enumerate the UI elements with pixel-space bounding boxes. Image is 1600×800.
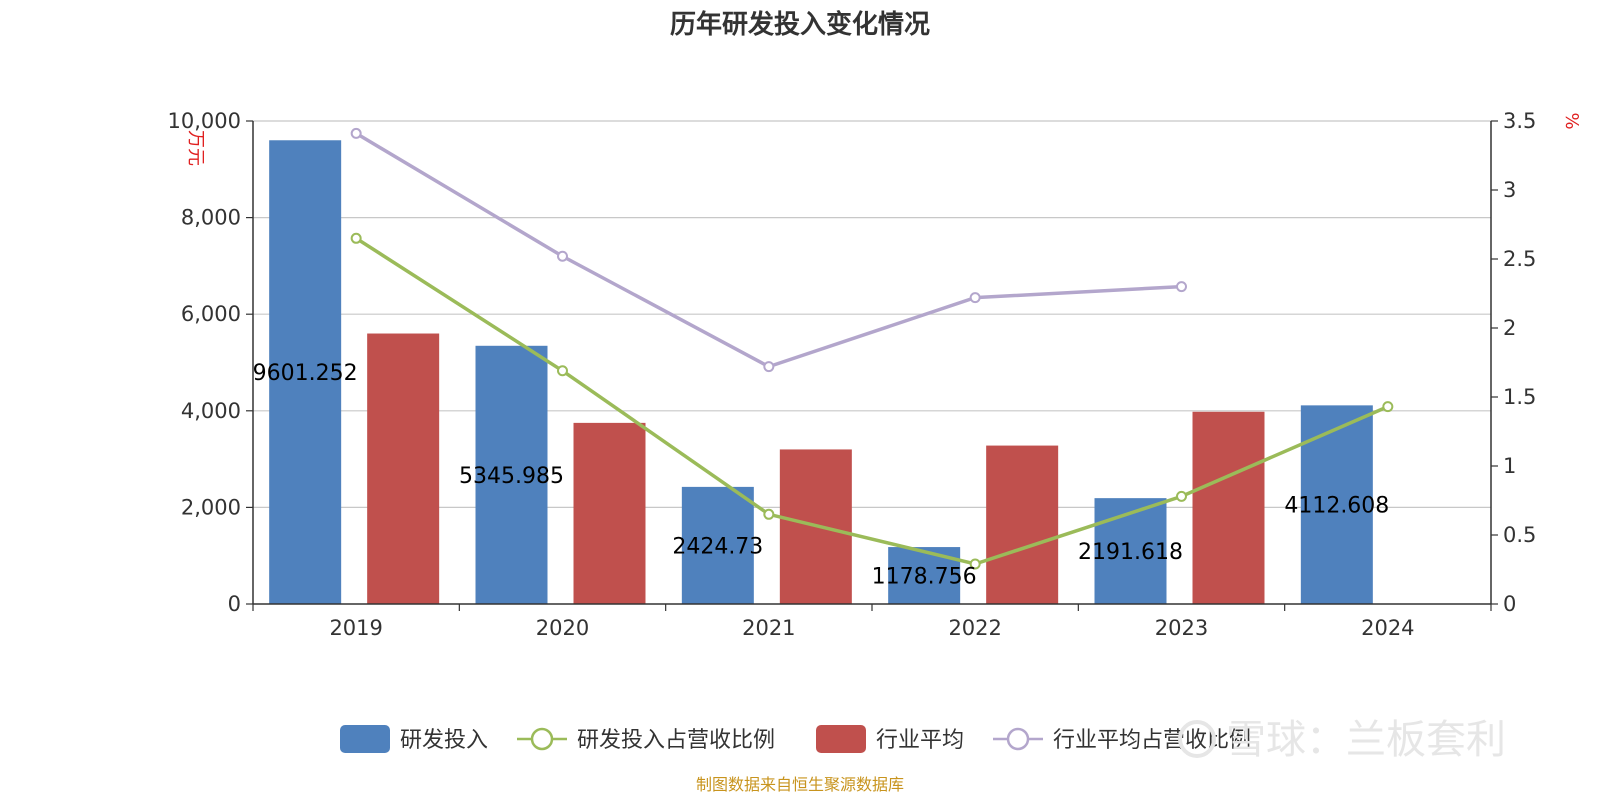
watermark-logo-icon [1178,720,1216,758]
y-left-tick-label: 0 [228,592,241,616]
bar-industry-average [367,333,440,604]
point-industry-ratio [1176,281,1187,293]
line-rd-ratio [355,236,1389,566]
y-right-tick-label: 1 [1503,454,1516,478]
point-rd-ratio [1176,490,1187,502]
legend: 研发投入 研发投入占营收比例 行业平均 行业平均占营收比例 [340,725,1251,753]
legend-label: 行业平均 [876,728,964,753]
line-industry-ratio [355,131,1182,369]
x-tick-label: 2019 [329,616,382,640]
y-left-tick-label: 4,000 [181,399,241,423]
legend-swatch [816,725,866,753]
y-right-tick-label: 3.5 [1503,109,1536,133]
point-industry-ratio [350,127,362,139]
bar-data-label: 2424.73 [672,534,763,559]
point-rd-ratio [763,508,775,520]
bar-rd-investment [269,140,342,604]
point-rd-ratio [1382,401,1394,413]
y-left-tick-label: 2,000 [181,495,241,519]
point-industry-ratio [763,361,775,373]
bar-data-label: 4112.608 [1284,494,1389,519]
y-left-tick-label: 8,000 [181,206,241,230]
data-labels: 9601.252 5345.985 2424.73 1178.756 2191.618 4… [253,361,1390,589]
source-note: 制图数据来自恒生聚源数据库 [696,775,904,794]
point-industry-ratio [557,250,568,262]
y-left-tick-label: 6,000 [181,302,241,326]
x-tick-label: 2021 [742,616,795,640]
point-rd-ratio [350,232,362,244]
legend-label: 研发投入 [400,728,488,753]
bar-data-label: 1178.756 [872,565,977,590]
y-right-tick-label: 2 [1503,316,1516,340]
legend-label: 研发投入占营收比例 [577,728,775,753]
axes: 0 2,000 4,000 6,000 8,000 10,000 0 0.5 1 1.5 2 2.5 3… [168,109,1537,640]
legend-swatch [340,725,390,753]
x-tick-label: 2022 [948,616,1001,640]
y-left-label: 万元 [185,130,206,166]
point-rd-ratio [557,365,568,377]
point-rd-ratio [969,558,981,570]
legend-label: 行业平均占营收比例 [1053,728,1251,753]
lines [350,127,1394,570]
y-right-tick-label: 3 [1503,178,1516,202]
bar-rd-investment [681,486,754,604]
x-tick-label: 2024 [1361,616,1414,640]
bar-industry-average [986,445,1059,604]
x-tick-label: 2023 [1155,616,1208,640]
bars [269,140,1373,604]
y-right-tick-label: 0 [1503,592,1516,616]
y-right-tick-label: 1.5 [1503,385,1536,409]
legend-swatch-marker [530,727,554,751]
y-right-tick-label: 0.5 [1503,523,1536,547]
watermark-text: 雪球：兰板套利 [1226,717,1506,763]
bar-rd-investment [1094,498,1167,604]
grid [253,120,1491,508]
y-left-tick-label: 10,000 [168,109,241,133]
y-right-tick-label: 2.5 [1503,247,1536,271]
point-industry-ratio [969,292,981,304]
bar-data-label: 9601.252 [253,361,358,386]
bar-industry-average [573,422,646,604]
legend-swatch-marker [1006,727,1030,751]
chart-title: 历年研发投入变化情况 [670,9,930,40]
bar-industry-average [1192,411,1265,604]
bar-data-label: 2191.618 [1078,540,1183,565]
x-tick-label: 2020 [536,616,589,640]
bar-data-label: 5345.985 [459,464,564,489]
watermark: 雪球：兰板套利 [1178,717,1506,763]
y-right-label: % [1561,112,1582,129]
bar-rd-investment [475,345,548,604]
